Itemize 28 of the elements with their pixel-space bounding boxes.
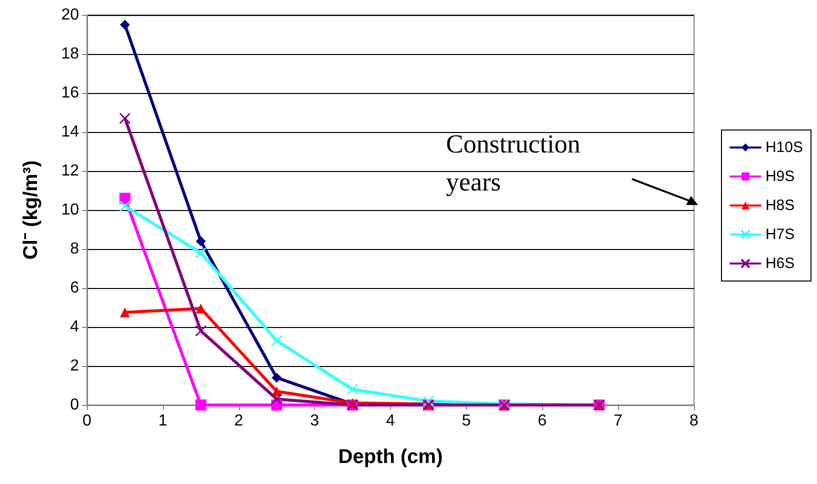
legend-label: H10S: [765, 139, 804, 156]
y-tick-label: 4: [70, 318, 80, 336]
x-axis-title: Depth (cm): [338, 446, 443, 468]
y-tick-label: 20: [61, 6, 80, 24]
y-tick-label: 16: [61, 84, 80, 102]
y-tick-label: 14: [61, 124, 80, 140]
x-tick-label: 0: [82, 412, 92, 430]
x-tick-label: 2: [234, 412, 244, 430]
legend-label: H8S: [765, 197, 795, 214]
x-tick-label: 3: [310, 412, 320, 430]
x-tick-label: 4: [386, 412, 396, 430]
y-tick-label: 12: [61, 162, 80, 180]
annotation: Construction years: [446, 130, 580, 196]
x-tick-label: 8: [690, 412, 699, 430]
y-tick-label: 0: [70, 396, 80, 414]
x-tick-label: 7: [614, 412, 623, 430]
y-tick-label: 2: [70, 358, 80, 374]
y-tick-label: 10: [61, 202, 80, 218]
y-tick-label: 18: [61, 46, 80, 62]
x-tick-label: 1: [158, 412, 168, 430]
x-tick-label: 6: [538, 412, 547, 430]
legend-label: H9S: [765, 168, 795, 185]
legend-label: H6S: [765, 255, 795, 272]
x-tick-label: 5: [462, 412, 471, 430]
y-axis-title: Cl⁻ (kg/m³): [20, 160, 42, 260]
y-tick-label: 8: [70, 240, 80, 258]
y-tick-label: 6: [70, 280, 80, 296]
legend-label: H7S: [765, 226, 795, 243]
